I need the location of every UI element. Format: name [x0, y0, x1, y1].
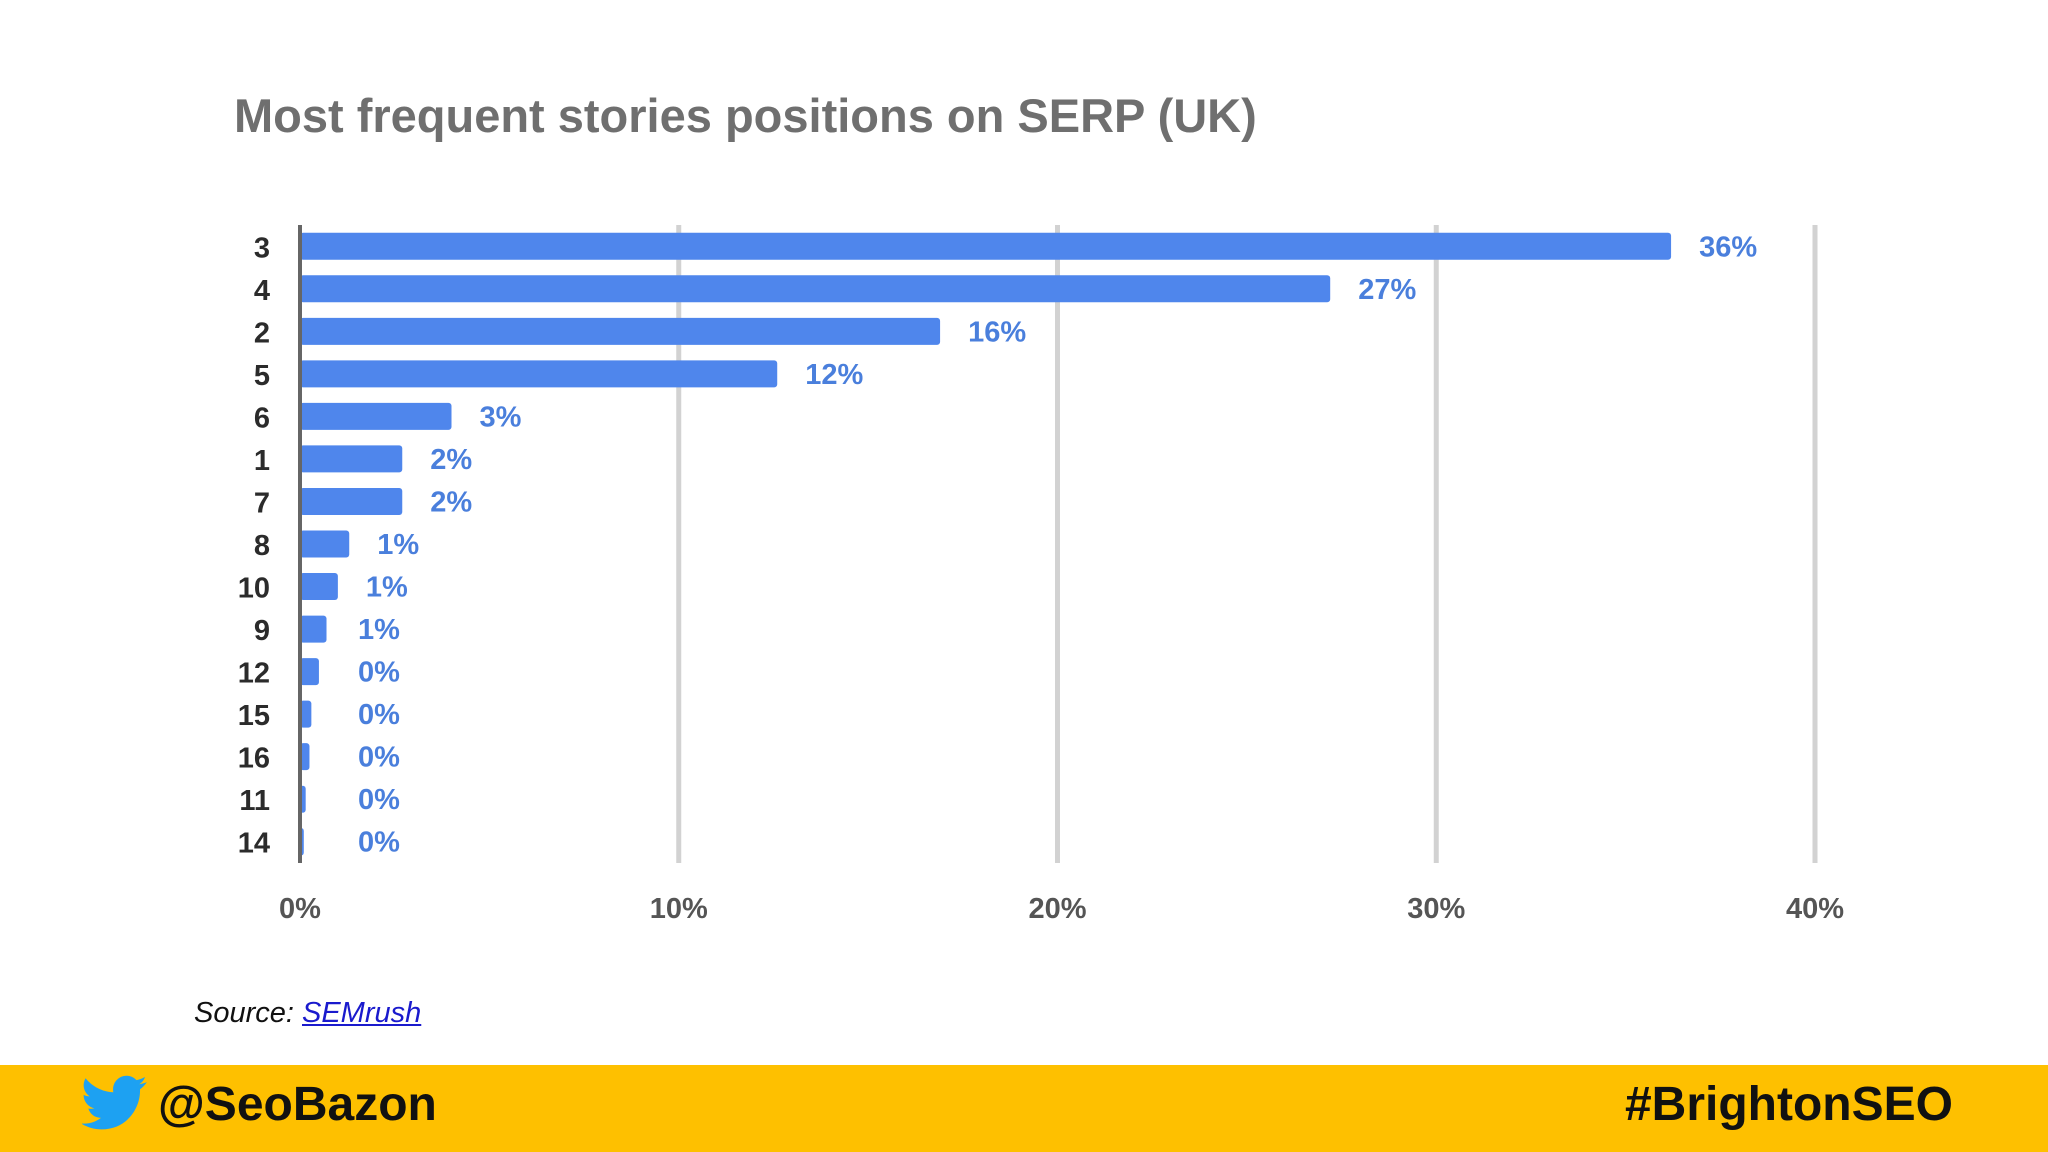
chart-title: Most frequent stories positions on SERP …	[234, 89, 1257, 142]
twitter-bird-icon	[82, 1075, 147, 1130]
value-label: 16%	[968, 316, 1026, 348]
value-label: 1%	[358, 614, 400, 646]
value-label: 1%	[377, 529, 419, 561]
x-tick-label: 30%	[1407, 893, 1465, 925]
bar	[300, 445, 403, 473]
category-label: 5	[254, 360, 270, 392]
source-note: Source: SEMrush	[194, 997, 421, 1030]
bar	[300, 700, 312, 728]
x-tick-label: 10%	[650, 893, 708, 925]
category-label: 11	[239, 785, 270, 817]
value-label: 36%	[1699, 231, 1757, 263]
footer-bar: @SeoBazon #BrightonSEO	[0, 1065, 2048, 1152]
bar	[300, 317, 941, 345]
labels: 0% 10% 20% 30% 40%3 36%4 27%2 16%5 12%6 3%1 2%7 2%8…	[238, 231, 1844, 925]
category-label: 2	[254, 317, 270, 349]
value-label: 27%	[1358, 274, 1416, 306]
bar	[300, 743, 310, 771]
value-label: 0%	[358, 784, 400, 816]
event-hashtag: #BrightonSEO	[1624, 1078, 1953, 1131]
bar	[300, 530, 350, 558]
bar	[300, 275, 1331, 303]
value-label: 12%	[805, 359, 863, 391]
source-link[interactable]: SEMrush	[302, 997, 422, 1029]
value-label: 0%	[358, 742, 400, 774]
value-label: 0%	[358, 699, 400, 731]
category-label: 7	[254, 487, 270, 519]
value-label: 0%	[358, 657, 400, 689]
category-label: 9	[254, 615, 270, 647]
category-label: 4	[254, 275, 270, 307]
category-label: 8	[254, 530, 270, 562]
value-label: 2%	[430, 444, 472, 476]
category-label: 14	[238, 828, 270, 860]
source-prefix: Source:	[194, 997, 302, 1029]
value-label: 2%	[430, 486, 472, 518]
x-tick-label: 20%	[1028, 893, 1086, 925]
value-label: 3%	[480, 401, 522, 433]
category-label: 15	[238, 700, 270, 732]
bar	[300, 402, 452, 430]
value-label: 0%	[358, 827, 400, 859]
category-label: 16	[238, 743, 270, 775]
x-tick-label: 40%	[1786, 893, 1844, 925]
bar	[300, 232, 1672, 260]
category-label: 6	[254, 402, 270, 434]
bar	[300, 658, 319, 686]
twitter-handle: @SeoBazon	[158, 1078, 437, 1131]
category-label: 10	[238, 573, 270, 605]
value-label: 1%	[366, 572, 408, 604]
category-label: 1	[254, 445, 270, 477]
bar-chart: 0% 10% 20% 30% 40%3 36%4 27%2 16%5 12%6 3%1 2%7 2%8…	[238, 225, 1844, 925]
bar	[300, 360, 778, 388]
bar	[300, 615, 327, 643]
bar	[300, 573, 338, 601]
bar	[300, 487, 403, 515]
x-tick-label: 0%	[279, 893, 321, 925]
category-label: 3	[254, 232, 270, 264]
category-label: 12	[238, 658, 270, 690]
bars	[300, 232, 1672, 856]
